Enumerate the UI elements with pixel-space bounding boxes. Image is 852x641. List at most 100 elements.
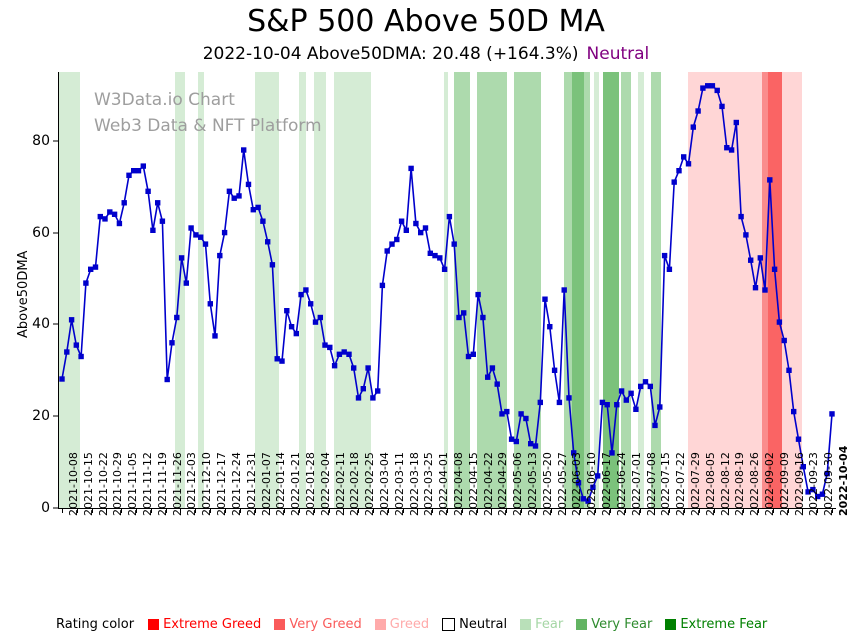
x-tick-mark xyxy=(491,508,493,513)
series-marker xyxy=(456,314,462,321)
x-tick-mark xyxy=(239,508,241,513)
x-tick-label: 2022-07-22 xyxy=(674,452,688,516)
x-tick-mark xyxy=(62,508,63,513)
x-tick-mark xyxy=(743,508,745,513)
x-tick-label: 2021-12-03 xyxy=(185,452,199,516)
y-axis-line xyxy=(58,72,59,508)
legend-item[interactable]: Extreme Greed xyxy=(148,617,261,632)
x-tick-label: 2022-03-11 xyxy=(392,452,406,516)
x-tick-mark xyxy=(269,508,271,513)
series-marker xyxy=(116,220,123,227)
legend-item[interactable]: Fear xyxy=(520,617,563,632)
series-marker xyxy=(379,282,386,289)
x-tick-mark xyxy=(165,508,167,513)
series-marker xyxy=(743,232,749,238)
series-marker xyxy=(78,353,84,360)
series-marker xyxy=(331,363,338,369)
x-tick-mark xyxy=(595,508,597,513)
page-title: S&P 500 Above 50D MA xyxy=(247,4,605,39)
series-marker xyxy=(422,225,429,231)
x-tick-label: 2021-11-05 xyxy=(126,452,140,516)
series-marker xyxy=(590,484,596,490)
x-tick-label: 2022-08-26 xyxy=(748,452,762,516)
series-marker xyxy=(269,262,276,268)
series-marker xyxy=(336,351,343,357)
x-tick-label: 2022-05-13 xyxy=(526,452,540,516)
x-tick-label: 2022-07-15 xyxy=(659,452,673,516)
rating-band xyxy=(334,72,371,508)
series-marker xyxy=(815,493,821,500)
x-tick-label: 2021-10-29 xyxy=(111,452,125,516)
series-marker xyxy=(327,344,333,351)
x-tick-mark xyxy=(669,508,671,513)
series-marker xyxy=(776,319,783,325)
series-marker xyxy=(508,436,515,442)
legend-item[interactable]: Greed xyxy=(374,617,429,632)
x-tick-label: 2022-06-24 xyxy=(614,452,628,516)
series-marker xyxy=(346,351,352,357)
series-marker xyxy=(107,209,113,215)
series-marker xyxy=(202,241,209,247)
legend-item-label: Neutral xyxy=(459,616,508,632)
x-tick-mark xyxy=(76,508,78,513)
series-marker xyxy=(245,181,252,188)
x-tick-label: 2022-02-11 xyxy=(333,452,347,516)
series-marker xyxy=(370,395,376,401)
x-tick-label: 2022-03-18 xyxy=(407,452,421,516)
series-marker xyxy=(489,365,496,371)
series-marker xyxy=(767,177,773,183)
series-marker xyxy=(169,340,175,346)
rating-band xyxy=(58,72,80,508)
x-tick-mark xyxy=(150,508,152,513)
x-tick-label: 2022-03-25 xyxy=(422,452,436,516)
series-above50dma xyxy=(59,83,835,504)
series-marker xyxy=(709,83,716,89)
x-tick-mark xyxy=(180,508,182,513)
x-tick-mark xyxy=(757,508,759,513)
series-marker xyxy=(226,188,233,194)
series-marker xyxy=(441,266,448,272)
series-marker xyxy=(480,314,486,321)
series-marker xyxy=(260,218,266,224)
x-tick-mark xyxy=(683,508,685,513)
x-tick-label: 2022-07-08 xyxy=(644,452,658,516)
x-tick-label: 2022-04-08 xyxy=(452,452,465,516)
series-marker xyxy=(418,229,424,236)
x-tick-mark xyxy=(728,508,730,513)
series-marker xyxy=(652,422,658,429)
x-tick-label: 2022-05-20 xyxy=(540,452,554,516)
series-marker xyxy=(255,204,261,211)
x-tick-label: 2022-04-15 xyxy=(466,452,480,516)
series-marker xyxy=(638,383,644,390)
watermark-line-1: W3Data.io Chart xyxy=(94,90,235,110)
x-tick-mark xyxy=(609,508,611,513)
series-marker xyxy=(771,266,778,272)
x-tick-label: 2021-11-26 xyxy=(170,452,184,516)
series-marker xyxy=(537,399,543,406)
x-tick-label: 2022-02-04 xyxy=(318,452,332,516)
legend-item[interactable]: Neutral xyxy=(442,617,507,632)
x-tick-mark xyxy=(654,508,656,513)
series-marker xyxy=(585,498,591,504)
series-marker xyxy=(274,356,280,362)
series-marker xyxy=(666,266,673,272)
series-marker xyxy=(121,200,127,206)
series-marker xyxy=(561,287,567,293)
rating-band xyxy=(564,72,572,508)
legend-item[interactable]: Extreme Fear xyxy=(665,617,767,632)
series-marker xyxy=(150,227,156,233)
x-tick-mark xyxy=(639,508,641,513)
x-tick-mark xyxy=(432,508,434,513)
series-marker xyxy=(164,376,170,383)
series-marker xyxy=(207,301,213,307)
legend-item-label: Fear xyxy=(535,616,564,632)
legend-item[interactable]: Very Fear xyxy=(576,617,652,632)
x-tick-mark xyxy=(358,508,360,513)
series-marker xyxy=(781,337,787,344)
legend-item[interactable]: Very Greed xyxy=(274,616,362,632)
legend-item-label: Very Greed xyxy=(289,616,362,632)
y-tick-label: 40 xyxy=(32,316,50,333)
x-tick-label: 2022-04-29 xyxy=(496,452,510,516)
series-marker xyxy=(595,473,601,479)
x-tick-mark xyxy=(284,508,286,513)
